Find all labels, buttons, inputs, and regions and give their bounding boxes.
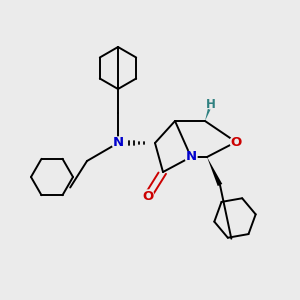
Polygon shape [205,103,213,121]
Circle shape [230,136,242,148]
Circle shape [206,99,216,109]
Text: O: O [230,136,242,148]
Text: O: O [142,190,154,202]
Text: H: H [206,98,216,110]
Circle shape [185,151,197,163]
Text: N: N [112,136,124,149]
Text: N: N [185,151,197,164]
Circle shape [112,137,124,149]
Circle shape [142,190,154,202]
Polygon shape [207,157,222,186]
